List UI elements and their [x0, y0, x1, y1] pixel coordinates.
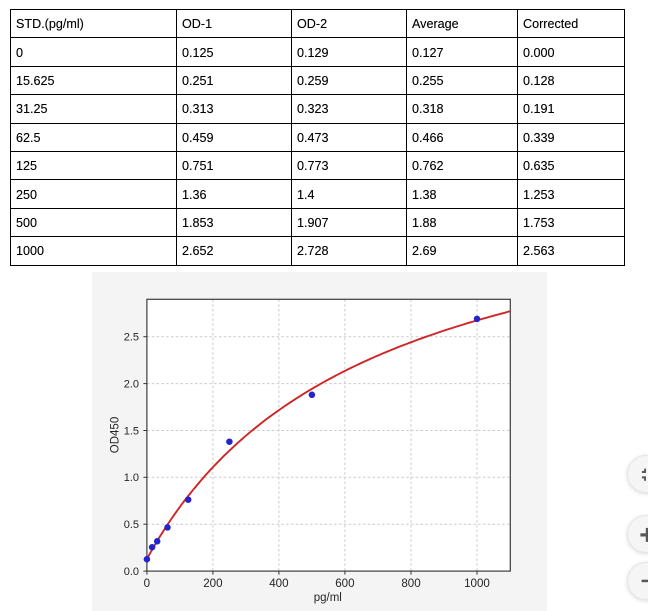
svg-text:2.5: 2.5 [124, 332, 139, 344]
svg-text:400: 400 [269, 577, 288, 590]
svg-text:1.5: 1.5 [124, 425, 139, 437]
svg-text:OD450: OD450 [110, 417, 122, 453]
svg-text:1.0: 1.0 [124, 472, 139, 484]
svg-text:600: 600 [335, 577, 354, 590]
svg-text:pg/ml: pg/ml [314, 592, 342, 604]
svg-text:800: 800 [401, 577, 420, 590]
svg-text:2.0: 2.0 [124, 378, 139, 390]
svg-text:0: 0 [144, 577, 150, 590]
svg-text:0.5: 0.5 [124, 519, 139, 531]
svg-text:200: 200 [203, 577, 222, 590]
svg-text:1000: 1000 [464, 577, 490, 590]
svg-text:0.0: 0.0 [124, 566, 139, 578]
